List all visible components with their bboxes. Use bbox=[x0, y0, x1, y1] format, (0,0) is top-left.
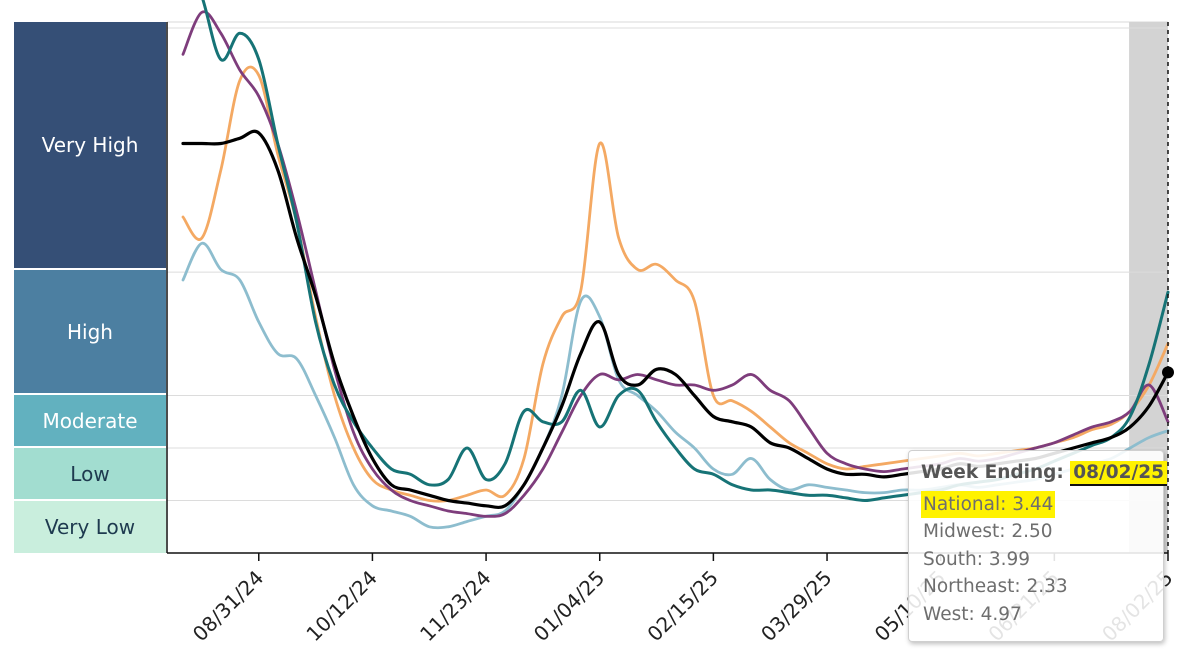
tooltip-row-midwest: Midwest: 2.50 bbox=[921, 518, 1163, 546]
hover-point-national bbox=[1162, 366, 1174, 379]
tooltip-row-northeast: Northeast: 2.33 bbox=[921, 573, 1163, 601]
x-tick-label: 02/15/25 bbox=[642, 566, 722, 646]
tooltip-value-midwest: Midwest: 2.50 bbox=[923, 521, 1053, 542]
tooltip-value-northeast: Northeast: 2.33 bbox=[923, 576, 1068, 597]
tooltip-value-west: West: 4.97 bbox=[923, 603, 1022, 625]
level-label-very-low: Very Low bbox=[44, 515, 136, 539]
series-line-south bbox=[181, 65, 1170, 503]
tooltip-row-west: West: 4.97 bbox=[921, 601, 1163, 629]
level-label-very-high: Very High bbox=[41, 133, 139, 157]
tooltip-title-date: 08/02/25 bbox=[1070, 461, 1167, 486]
tooltip-value-south: South: 3.99 bbox=[923, 548, 1031, 570]
tooltip-row-south: South: 3.99 bbox=[921, 546, 1163, 574]
level-label-moderate: Moderate bbox=[42, 408, 138, 433]
tooltip-value-national: National: 3.44 bbox=[921, 490, 1056, 518]
x-tick-label: 11/23/24 bbox=[415, 566, 495, 646]
level-band-low: Low bbox=[14, 448, 166, 499]
x-tick-label: 10/12/24 bbox=[301, 566, 381, 646]
tooltip-row-national: National: 3.44 bbox=[921, 490, 1163, 518]
level-band-very-low: Very Low bbox=[14, 501, 166, 553]
level-band-high: High bbox=[14, 270, 166, 393]
level-label-high: High bbox=[67, 319, 113, 344]
x-tick-label: 03/29/25 bbox=[756, 566, 836, 646]
tooltip-header: Week Ending: 08/02/25 bbox=[921, 459, 1167, 487]
tooltip-title-label: Week Ending: bbox=[921, 462, 1064, 483]
level-band-very-high: Very High bbox=[14, 22, 166, 268]
x-tick-label: 08/31/24 bbox=[188, 566, 268, 646]
level-band-moderate: Moderate bbox=[14, 395, 166, 446]
hover-tooltip: Week Ending: 08/02/25 National: 3.44 Mid… bbox=[908, 450, 1167, 642]
series-line-midwest bbox=[181, 10, 1170, 518]
x-tick-label: 01/04/25 bbox=[529, 566, 609, 646]
level-label-low: Low bbox=[70, 461, 110, 486]
